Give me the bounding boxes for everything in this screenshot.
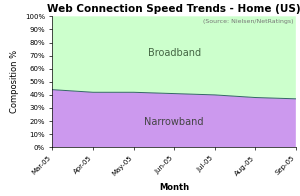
Text: Broadband: Broadband bbox=[148, 48, 201, 58]
Title: Web Connection Speed Trends - Home (US): Web Connection Speed Trends - Home (US) bbox=[47, 4, 300, 14]
Text: Narrowband: Narrowband bbox=[144, 117, 204, 127]
Y-axis label: Composition %: Composition % bbox=[10, 50, 19, 113]
Text: (Source: Nielsen/NetRatings): (Source: Nielsen/NetRatings) bbox=[203, 19, 293, 24]
X-axis label: Month: Month bbox=[159, 183, 189, 192]
